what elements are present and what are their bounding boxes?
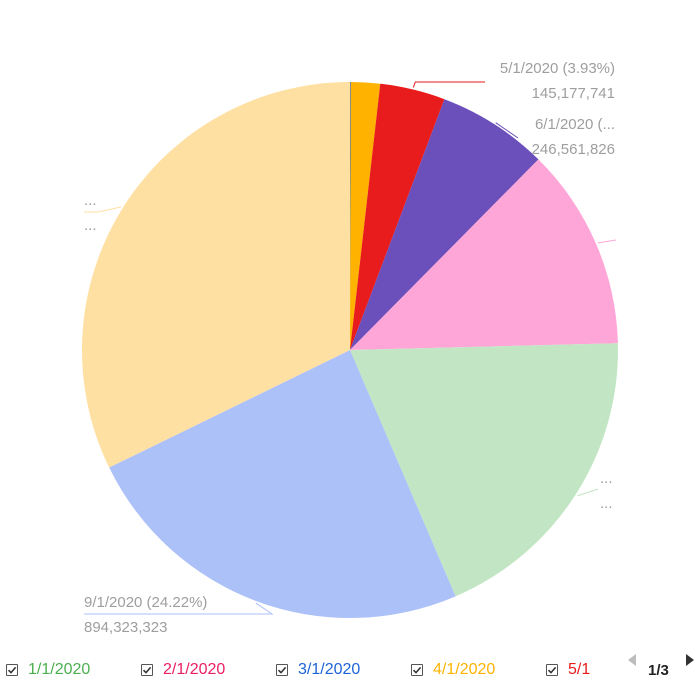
legend-item-label: 2/1/2020 — [163, 661, 226, 678]
leader-line-5-1-2020 — [412, 81, 485, 88]
leader-line-9-1-2020 — [84, 602, 274, 615]
legend-item-label: 1/1/2020 — [28, 661, 91, 678]
legend-item-2-1-2020[interactable]: 2/1/2020 — [141, 654, 225, 686]
legend-page-indicator: 1/3 — [648, 661, 669, 679]
label-5-1-2020-value: 145,177,741 — [532, 85, 615, 102]
check-icon — [277, 666, 287, 674]
legend-checkbox[interactable] — [411, 664, 423, 676]
leader-line-6-1-2020 — [495, 122, 519, 139]
legend-item-label: 3/1/2020 — [298, 661, 361, 678]
pie-slice-10-1-2020[interactable] — [82, 82, 350, 468]
label-9-1-2020-value: 894,323,323 — [84, 619, 167, 636]
pie-slice-1-1-2020[interactable] — [350, 82, 351, 350]
legend-item-3-1-2020[interactable]: 3/1/2020 — [276, 654, 360, 686]
pie-slice-8-1-2020[interactable] — [350, 343, 618, 597]
label-5-1-2020-name: 5/1/2020 (3.93%) — [500, 60, 615, 77]
legend-items: 1/1/2020 2/1/2020 3/1/2020 4/1/2020 5/1 — [0, 654, 602, 686]
label-10-1-2020-name: ... — [84, 192, 97, 209]
leader-line-8-1-2020 — [577, 488, 599, 497]
label-9-1-2020-name: 9/1/2020 (24.22%) — [84, 594, 207, 611]
data-labels: 5/1/2020 (3.93%) 145,177,741 6/1/2020 (.… — [84, 60, 615, 636]
legend-item-label: 5/1 — [568, 661, 591, 678]
legend: 1/1/2020 2/1/2020 3/1/2020 4/1/2020 5/1 1/3 — [0, 654, 700, 686]
legend-item-4-1-2020[interactable]: 4/1/2020 — [411, 654, 495, 686]
legend-checkbox[interactable] — [141, 664, 153, 676]
label-6-1-2020-value: 246,561,826 — [532, 141, 615, 158]
label-8-1-2020-name: ... — [600, 470, 613, 487]
pie-slice-2-1-2020[interactable] — [350, 82, 381, 351]
leader-lines — [84, 81, 617, 615]
check-icon — [7, 666, 17, 674]
pie-chart: 5/1/2020 (3.93%) 145,177,741 6/1/2020 (.… — [82, 60, 618, 636]
legend-item-1-1-2020[interactable]: 1/1/2020 — [6, 654, 90, 686]
legend-item-label: 4/1/2020 — [433, 661, 496, 678]
check-icon — [547, 666, 557, 674]
legend-item-5-1[interactable]: 5/1 — [546, 654, 590, 686]
pie-slice-7-1-2020[interactable] — [350, 159, 618, 350]
label-8-1-2020-value: ... — [600, 495, 613, 512]
pie-slices — [82, 82, 618, 618]
check-icon — [142, 666, 152, 674]
pie-slice-9-1-2020[interactable] — [109, 350, 456, 618]
legend-checkbox[interactable] — [276, 664, 288, 676]
pie-slice-5-1-2020[interactable] — [350, 83, 445, 350]
label-10-1-2020-value: ... — [84, 217, 97, 234]
legend-prev-page-icon[interactable] — [628, 654, 636, 666]
leader-line-10-1-2020 — [84, 206, 122, 213]
check-icon — [412, 666, 422, 674]
legend-checkbox[interactable] — [546, 664, 558, 676]
pie-slice-6-1-2020[interactable] — [350, 99, 539, 351]
legend-checkbox[interactable] — [6, 664, 18, 676]
leader-line-7-1-2020 — [597, 239, 617, 244]
label-6-1-2020-name: 6/1/2020 (... — [535, 116, 615, 133]
legend-next-page-icon[interactable] — [686, 654, 694, 666]
